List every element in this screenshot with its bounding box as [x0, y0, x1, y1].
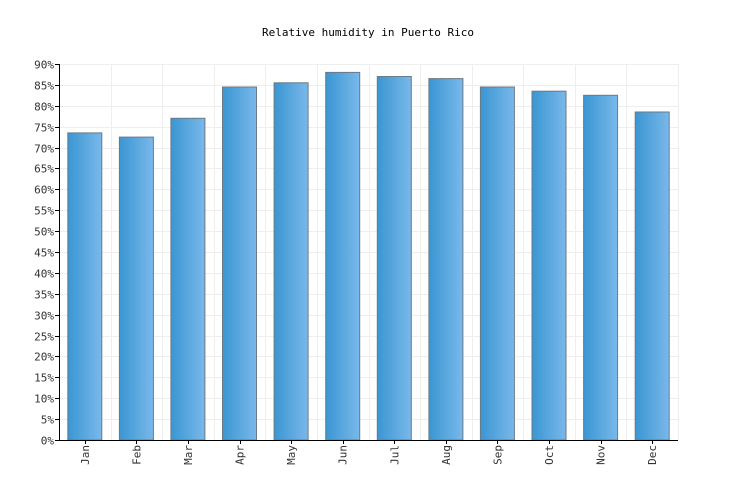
y-tick-label: 15%: [34, 372, 54, 385]
y-tick-label: 5%: [41, 414, 55, 427]
y-tick-label: 10%: [34, 393, 54, 406]
x-tick-label: Mar: [182, 445, 195, 465]
y-tick-label: 85%: [34, 80, 54, 93]
bar-jun: [325, 71, 361, 441]
x-tick-label: Jan: [79, 445, 92, 465]
x-tick-label: Oct: [543, 445, 556, 465]
x-tick-label: Feb: [130, 445, 143, 465]
bar-apr: [222, 86, 257, 441]
y-tick-label: 35%: [34, 289, 54, 302]
y-tick-label: 20%: [34, 351, 54, 364]
bar-oct: [531, 90, 567, 441]
bar-sep: [479, 86, 515, 441]
x-tick-label: Dec: [646, 445, 659, 465]
y-axis: 0% 5% 10% 15% 20% 25% 30% 35% 40% 45% 50% 55% 60% 65%…: [34, 59, 60, 448]
chart-title: Relative humidity in Puerto Rico: [262, 26, 474, 39]
y-tick-label: 80%: [34, 101, 54, 114]
y-tick-label: 30%: [34, 310, 54, 323]
bar-dec: [634, 111, 670, 441]
y-tick-label: 55%: [34, 205, 54, 218]
y-tick-label: 75%: [34, 122, 54, 135]
x-tick-label: May: [285, 445, 298, 465]
bar-feb: [118, 136, 154, 441]
y-tick-label: 60%: [34, 184, 54, 197]
y-tick-label: 40%: [34, 268, 54, 281]
x-tick-label: Aug: [440, 445, 453, 465]
bar-mar: [170, 117, 206, 441]
x-tick-label: Jul: [388, 445, 401, 465]
bar-jan: [67, 132, 103, 441]
grid-lines: [59, 64, 679, 440]
bar-jul: [376, 76, 412, 441]
bar-may: [273, 82, 309, 441]
bar-aug: [428, 78, 464, 441]
y-tick-label: 70%: [34, 143, 54, 156]
bar-nov: [583, 94, 619, 441]
y-tick-label: 0%: [41, 435, 55, 448]
x-axis: Jan Feb Mar Apr May Jun Jul Aug Sep Oct Nov Dec: [59, 440, 678, 465]
y-tick-label: 65%: [34, 163, 54, 176]
x-tick-label: Nov: [595, 445, 608, 465]
x-tick-label: Sep: [491, 445, 504, 465]
y-tick-label: 50%: [34, 226, 54, 239]
y-tick-label: 90%: [34, 59, 54, 72]
bars: [67, 71, 670, 441]
x-tick-label: Jun: [337, 445, 350, 465]
x-tick-label: Apr: [234, 445, 247, 465]
y-tick-label: 45%: [34, 247, 54, 260]
y-tick-label: 25%: [34, 331, 54, 344]
